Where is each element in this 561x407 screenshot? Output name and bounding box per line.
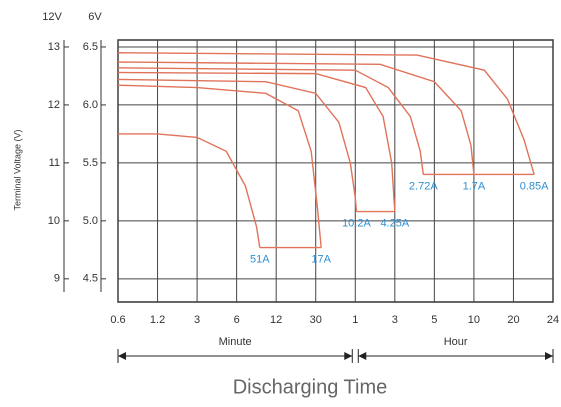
x-tick-label: 3 [392, 314, 398, 326]
span-label: Hour [444, 336, 468, 348]
x-tick-label: 3 [194, 314, 200, 326]
y2-tick-label: 9 [54, 273, 60, 285]
arrow-head [118, 352, 126, 360]
y-tick-label: 6.0 [83, 99, 98, 111]
discharge-curve [117, 78, 358, 212]
discharge-curve [118, 133, 261, 248]
y2-tick-label: 11 [49, 157, 60, 169]
y2-tick-label: 13 [48, 41, 60, 53]
y-tick-label: 5.5 [83, 157, 98, 169]
y-tick-label: 5.0 [83, 215, 98, 227]
x-tick-label: 10 [468, 314, 480, 326]
discharge-curve [117, 52, 535, 175]
y-axis-title: 6V [88, 11, 102, 23]
discharge-curve [117, 84, 322, 248]
y2-tick-label: 12 [48, 99, 60, 111]
x-tick-label: 1.2 [150, 314, 165, 326]
x-tick-label: 6 [234, 314, 240, 326]
y-label: Terminal Voltage (V) [12, 129, 22, 210]
curve-label: 4.25A [380, 217, 409, 229]
y-tick-label: 4.5 [83, 273, 98, 285]
curve-label: 51A [250, 253, 270, 265]
y2-tick-label: 10 [48, 215, 60, 227]
y2-axis-title: 12V [42, 11, 62, 23]
x-tick-label: 12 [270, 314, 282, 326]
curve-label: 1.7A [463, 180, 486, 192]
discharge-curve [117, 71, 396, 212]
x-tick-label: 30 [310, 314, 322, 326]
x-label: Discharging Time [233, 376, 388, 398]
arrow-head [545, 352, 553, 360]
x-tick-label: 0.6 [110, 314, 125, 326]
x-tick-label: 1 [352, 314, 358, 326]
curve-label: 17A [311, 253, 331, 265]
span-label: Minute [219, 336, 252, 348]
curve-label: 10.2A [342, 217, 371, 229]
x-tick-label: 5 [431, 314, 437, 326]
x-tick-label: 24 [547, 314, 559, 326]
x-tick-label: 20 [507, 314, 519, 326]
discharge-curve [117, 67, 424, 175]
arrow-head [344, 352, 353, 360]
y-tick-label: 6.5 [83, 41, 98, 53]
discharge-curve [117, 61, 475, 175]
arrow-head [358, 352, 367, 360]
curve-label: 2.72A [409, 180, 438, 192]
curve-label: 0.85A [520, 180, 549, 192]
